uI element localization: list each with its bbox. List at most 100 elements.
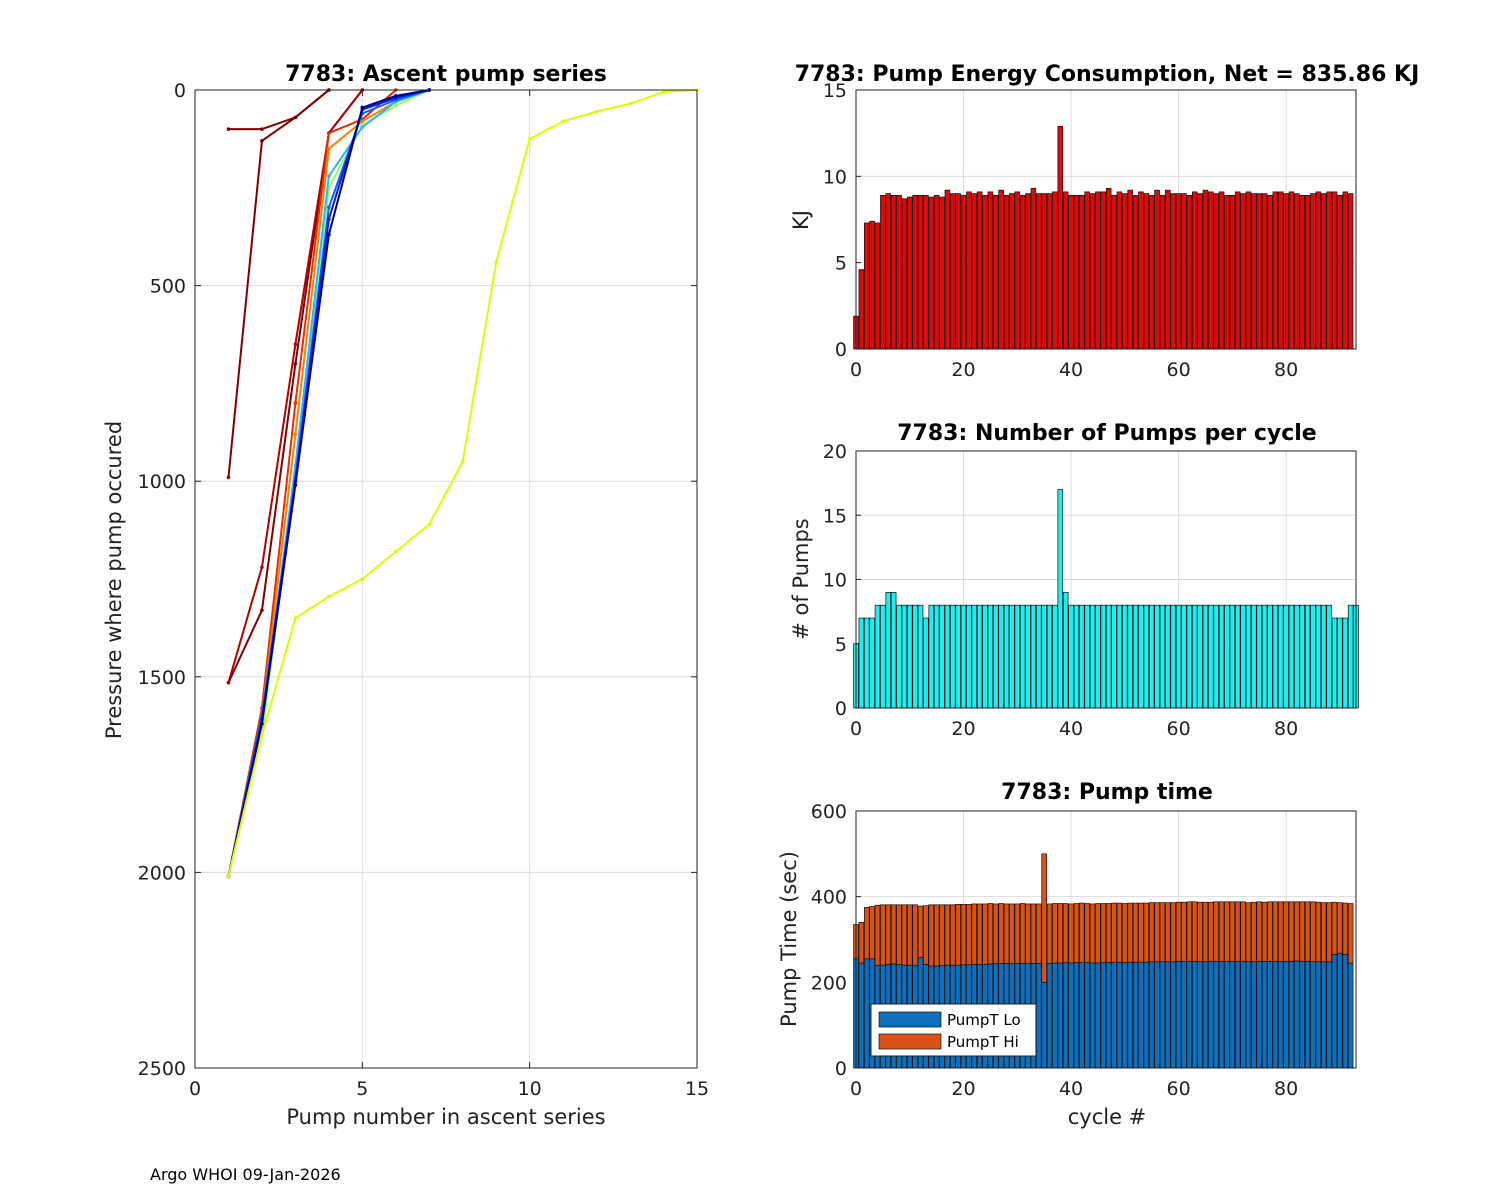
pump-time-bar: [1342, 954, 1349, 1069]
pump-time-legend-swatch: [878, 1033, 942, 1050]
energy-bar: [1159, 194, 1166, 350]
ascent-series-point: [327, 232, 331, 237]
pump-time-bar: [1122, 962, 1128, 1069]
pump-count-bar: [917, 604, 924, 709]
energy-bar: [928, 196, 935, 350]
pump-time-bar: [982, 903, 988, 965]
pump-time-bar: [1283, 960, 1289, 1069]
pump-count-bar: [1009, 604, 1015, 709]
ascent-series-point: [293, 401, 298, 405]
pump-count-xtick-label: 20: [951, 718, 975, 740]
pump-count-bar: [1089, 604, 1096, 709]
pump-time-bar: [1191, 901, 1198, 962]
energy-bar: [1218, 191, 1225, 350]
ascent-series-point: [226, 874, 231, 879]
pump-time-bar: [1073, 903, 1080, 963]
pump-time-bar: [1186, 901, 1193, 962]
energy-xtick-label: 20: [951, 359, 975, 381]
energy-bar: [901, 198, 908, 350]
pump-time-ytick-label: 400: [811, 887, 847, 909]
pump-time-bar: [1041, 853, 1047, 983]
pump-count-bar: [1057, 489, 1064, 709]
ascent-series-point: [494, 260, 499, 264]
pump-time-bar: [1159, 961, 1166, 1069]
pump-time-legend-label: PumpT Hi: [947, 1033, 1019, 1051]
pump-count-bar: [1165, 604, 1171, 709]
energy-xtick-label: 40: [1059, 359, 1083, 381]
pump-time-bar: [939, 904, 945, 966]
pump-time-bar: [1256, 960, 1262, 1069]
energy-bar: [1009, 193, 1015, 350]
pump-count-bar: [1181, 604, 1187, 709]
pump-time-bar: [1165, 902, 1171, 963]
pump-count-xtick-label: 60: [1166, 718, 1190, 740]
pump-count-bar: [885, 591, 892, 709]
pump-count-ytick-label: 5: [835, 634, 847, 656]
pump-time-ytick-label: 0: [835, 1058, 847, 1080]
pump-time-bar: [928, 904, 935, 967]
energy-bar: [1256, 193, 1262, 350]
energy-bar: [1030, 188, 1037, 350]
ascent-series-point: [327, 594, 331, 599]
pump-count-ytick-label: 20: [823, 441, 847, 463]
energy-bar: [863, 222, 870, 350]
ascent-xtick-label: 5: [356, 1078, 368, 1100]
pump-time-bar: [1175, 960, 1182, 1069]
energy-bar: [1089, 193, 1096, 350]
ascent-series-point: [293, 432, 298, 437]
pump-time-bar: [901, 904, 908, 966]
energy-bar: [1347, 193, 1354, 350]
pump-time-bar: [1331, 901, 1338, 955]
pump-count-bar: [1320, 604, 1327, 709]
pump-time-bar: [1251, 961, 1257, 1069]
energy-bar: [1288, 191, 1295, 350]
pump-count-bar: [1186, 604, 1193, 709]
pump-time-bar: [1041, 981, 1047, 1069]
ascent-xtick-label: 15: [685, 1078, 709, 1100]
pump-count-bar: [982, 604, 988, 709]
pump-time-bar: [1272, 960, 1279, 1069]
pump-time-bar: [1079, 962, 1085, 1069]
pump-time-bar: [1294, 960, 1300, 1069]
pump-time-bar: [1283, 901, 1289, 962]
pump-time-bar: [1245, 902, 1252, 963]
ascent-series-point: [293, 115, 298, 120]
pump-time-bar: [1245, 961, 1252, 1069]
pump-time-bar: [993, 903, 999, 964]
pump-count-bar: [1143, 604, 1150, 709]
pump-time-bar: [1320, 961, 1327, 1069]
ascent-pump-series-chart: 7783: Ascent pump series Pump number in …: [102, 62, 709, 1129]
energy-bar: [1229, 194, 1236, 350]
pump-time-bar: [1240, 901, 1246, 962]
pump-count-bar: [1251, 604, 1257, 709]
pump-time-bar: [1240, 960, 1246, 1069]
energy-bar: [960, 194, 967, 350]
pump-count-bar: [971, 604, 978, 709]
pump-time-bar: [1342, 902, 1349, 955]
pump-time-bar: [971, 903, 978, 965]
pump-time-bar: [906, 904, 913, 966]
ascent-chart-ylabel: Pressure where pump occured: [102, 421, 126, 739]
pump-time-bar: [1299, 960, 1306, 1069]
energy-bar: [1326, 191, 1332, 350]
pump-time-bar: [955, 904, 961, 966]
pump-time-bar: [1208, 960, 1214, 1069]
energy-xtick-label: 60: [1166, 359, 1190, 381]
pump-time-xtick-label: 20: [951, 1078, 975, 1100]
pump-time-bar: [1175, 901, 1182, 962]
pump-time-bar: [885, 904, 892, 965]
ascent-series-point: [327, 146, 331, 151]
energy-bar: [966, 191, 972, 350]
pump-count-ytick-label: 15: [823, 505, 847, 527]
pump-time-chart-ylabel: Pump Time (sec): [777, 851, 801, 1027]
pump-time-bar: [923, 905, 929, 965]
pump-time-xtick-label: 80: [1274, 1078, 1298, 1100]
pump-time-bar: [1218, 960, 1225, 1069]
pump-time-bar: [1256, 901, 1262, 962]
ascent-series-line: [227, 89, 698, 877]
pump-time-bar: [1288, 901, 1295, 962]
energy-bar: [1148, 194, 1155, 350]
pump-time-bar: [987, 903, 994, 965]
ascent-series-point: [594, 109, 599, 114]
energy-bar: [1267, 194, 1273, 350]
